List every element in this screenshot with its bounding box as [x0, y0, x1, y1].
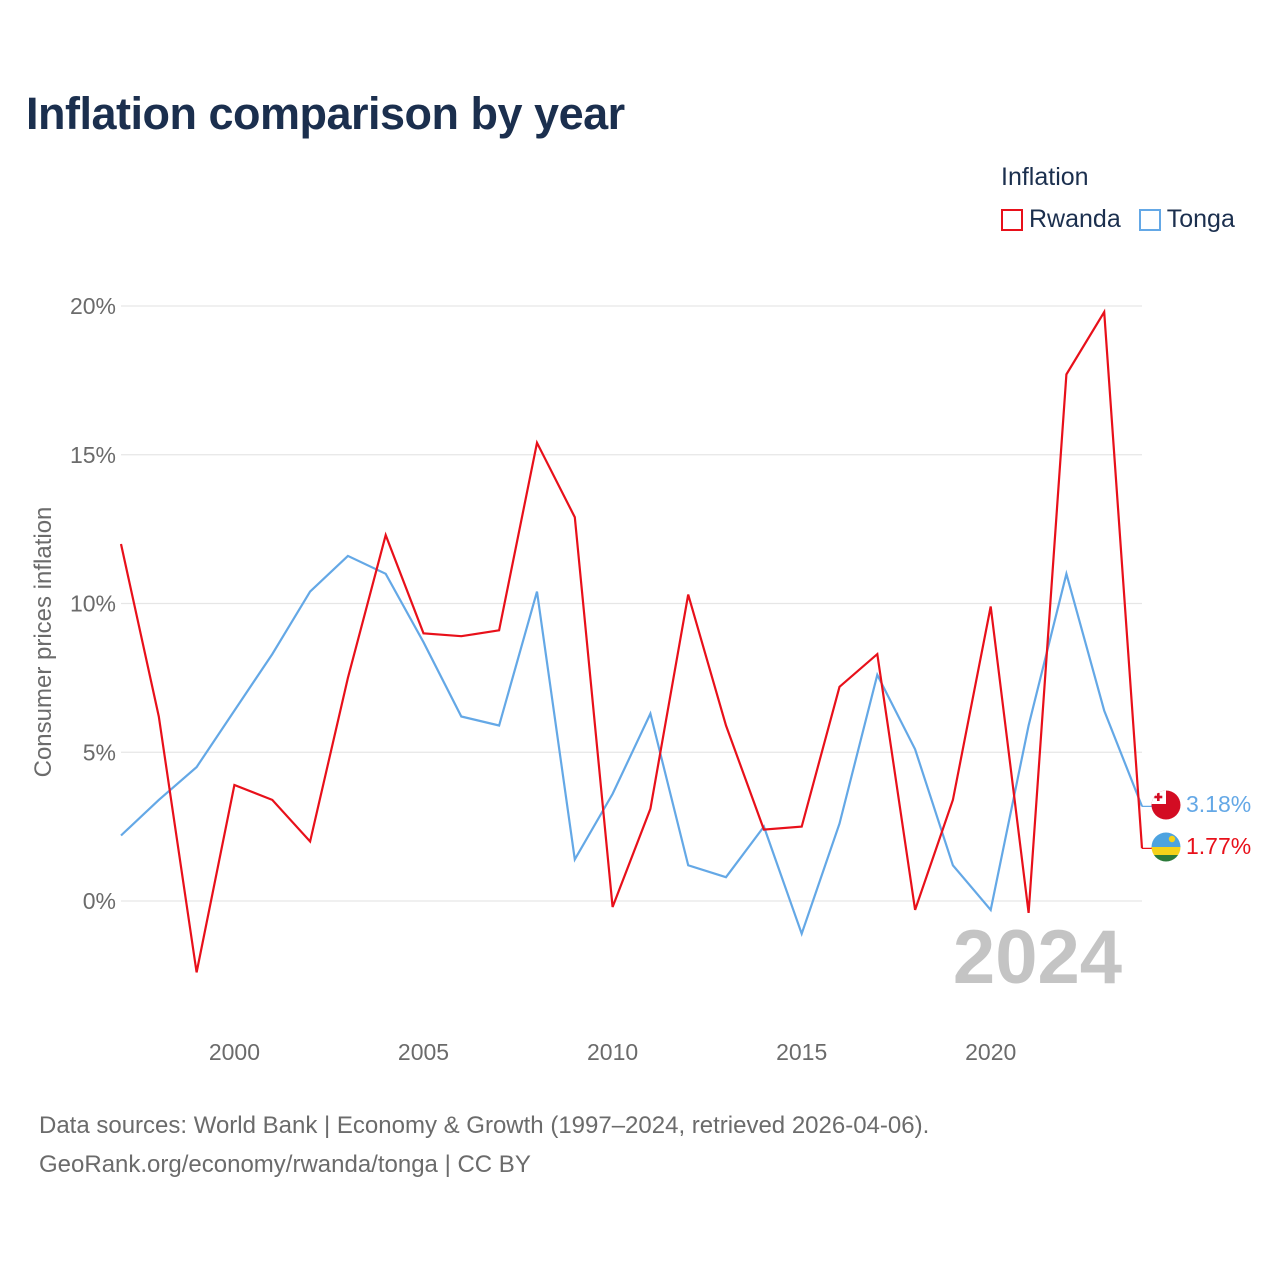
legend-label-rwanda: Rwanda	[1029, 205, 1121, 233]
end-label-rwanda: 1.77%	[1186, 833, 1251, 859]
y-tick-label: 10%	[70, 591, 116, 617]
series-line-rwanda	[119, 308, 1144, 973]
x-tick-label: 2010	[587, 1039, 638, 1065]
legend-item-tonga[interactable]: Tonga	[1138, 205, 1235, 234]
legend-title: Inflation	[1001, 163, 1089, 191]
legend-label-tonga: Tonga	[1166, 205, 1235, 233]
series-lines	[119, 308, 1144, 973]
y-tick-label: 0%	[83, 888, 116, 914]
x-tick-label: 2000	[209, 1039, 260, 1065]
footer-source: Data sources: World Bank | Economy & Gro…	[39, 1112, 930, 1139]
line-chart: 0% 5% 10% 15% 20% 2000 2005 2010 2015 2020 Consu…	[30, 293, 1251, 1065]
legend-swatch-tonga	[1138, 208, 1161, 231]
flag-rwanda-icon	[1151, 832, 1181, 862]
grid-lines	[121, 305, 1142, 902]
y-axis-ticks: 0% 5% 10% 15% 20%	[70, 293, 116, 914]
legend-item-rwanda[interactable]: Rwanda	[1001, 205, 1121, 234]
footer-credit: GeoRank.org/economy/rwanda/tonga | CC BY	[39, 1151, 531, 1178]
series-line-tonga	[120, 554, 1144, 938]
x-tick-label: 2015	[776, 1039, 827, 1065]
y-tick-label: 20%	[70, 293, 116, 319]
y-tick-label: 5%	[83, 739, 116, 765]
y-axis-label: Consumer prices inflation	[30, 507, 57, 778]
x-axis-ticks: 2000 2005 2010 2015 2020	[209, 1039, 1016, 1065]
chart-title: Inflation comparison by year	[26, 88, 625, 139]
y-tick-label: 15%	[70, 442, 116, 468]
end-markers: 3.18% 1.77%	[1142, 790, 1251, 862]
flag-tonga-icon	[1151, 790, 1181, 820]
connector-tonga	[1142, 805, 1153, 807]
footer: Data sources: World Bank | Economy & Gro…	[39, 1106, 929, 1184]
legend-swatch-rwanda	[1001, 208, 1023, 231]
connector-rwanda	[1142, 847, 1153, 849]
x-tick-label: 2020	[965, 1039, 1016, 1065]
x-tick-label: 2005	[398, 1039, 449, 1065]
year-watermark: 2024	[953, 915, 1122, 1000]
legend: Rwanda Tonga	[1001, 205, 1235, 234]
end-label-tonga: 3.18%	[1186, 791, 1251, 817]
